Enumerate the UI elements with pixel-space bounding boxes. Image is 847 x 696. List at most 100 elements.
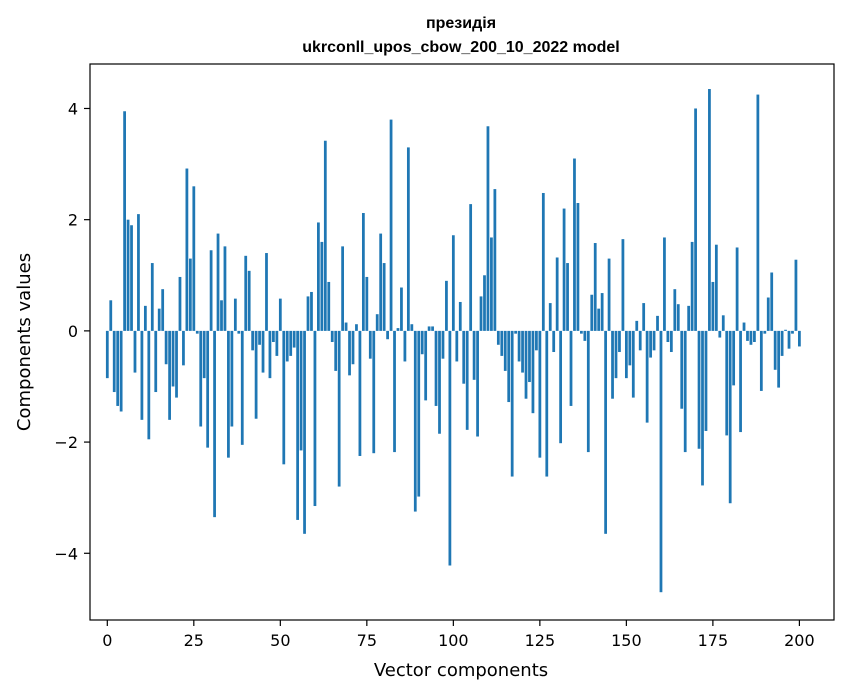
bar-193 [773,330,777,370]
bar-131 [559,330,563,444]
bar-55 [296,330,300,520]
x-tick-label-200: 200 [784,631,815,650]
bar-79 [379,233,383,331]
bar-34 [223,246,227,331]
bar-60 [313,330,317,507]
y-tick-label-2: 2 [68,211,78,230]
bar-36 [230,330,234,427]
bar-9 [137,214,140,331]
bar-165 [676,304,680,331]
bar-167 [683,330,687,453]
bar-151 [628,330,632,366]
bar-182 [735,247,739,331]
bar-185 [746,330,749,341]
bar-20 [175,330,178,398]
bar-171 [697,330,701,449]
bar-21 [178,276,182,331]
bar-62 [320,241,324,331]
bar-25 [192,186,196,331]
bar-158 [652,330,656,351]
bar-26 [195,330,199,334]
bar-105 [469,204,473,331]
bar-54 [292,330,296,348]
bar-149 [621,239,625,331]
bar-172 [701,330,704,486]
chart-title-line2: ukrconll_upos_cbow_200_10_2022 model [302,39,619,56]
bar-27 [199,330,203,427]
bar-164 [673,289,677,331]
bar-163 [669,330,673,353]
bar-43 [254,330,258,419]
bar-59 [310,291,313,331]
y-tick-label-4: 4 [68,99,78,118]
bar-57 [303,330,306,534]
bar-15 [157,308,161,331]
bar-31 [213,330,216,518]
bar-119 [517,330,521,362]
bar-63 [323,140,327,331]
bar-95 [434,330,438,406]
bar-56 [299,330,303,451]
bar-192 [770,272,774,331]
bar-10 [140,330,144,420]
bar-85 [400,287,403,331]
bar-30 [209,250,213,331]
bar-173 [704,330,708,431]
bar-71 [351,330,355,365]
y-tick-label--4: −4 [54,544,78,563]
bar-35 [227,330,230,458]
bar-78 [375,314,379,331]
bar-168 [687,305,691,331]
x-axis-label: Vector components [374,660,548,681]
bar-6 [126,219,130,331]
bar-41 [247,270,251,331]
bar-13 [150,263,154,331]
bar-87 [406,147,410,331]
bar-117 [510,330,514,477]
bar-145 [607,258,611,331]
bar-194 [777,330,781,388]
bar-75 [365,276,369,331]
bar-23 [185,168,189,331]
bar-28 [202,330,206,379]
bar-67 [337,330,341,487]
bar-16 [161,289,165,331]
bar-0 [105,330,109,379]
bar-160 [659,330,663,593]
bar-138 [583,330,587,341]
bar-106 [472,330,476,380]
bar-46 [265,253,268,331]
bar-5 [123,111,126,331]
x-tick-label-50: 50 [270,631,290,650]
bar-53 [289,330,293,356]
x-tick-label-150: 150 [611,631,642,650]
bar-169 [690,241,694,331]
bar-190 [763,330,767,334]
bar-48 [272,330,275,342]
bar-80 [382,263,386,331]
bar-166 [680,330,684,409]
bar-200 [798,330,801,347]
bar-135 [573,158,576,331]
bar-136 [576,203,580,331]
bar-33 [220,300,223,331]
bar-130 [555,257,559,331]
bar-83 [393,330,396,453]
bar-179 [725,330,729,436]
bar-116 [507,330,511,403]
bar-124 [535,330,538,351]
bar-103 [462,330,466,384]
bar-89 [413,330,417,512]
bar-19 [171,330,175,387]
bar-113 [496,330,500,345]
bar-150 [624,330,628,379]
bar-92 [424,330,428,401]
bar-153 [635,320,639,331]
bar-197 [787,330,791,349]
bar-152 [631,330,635,398]
bar-3 [116,330,120,406]
bar-12 [147,330,151,440]
bar-58 [306,296,310,331]
bar-2 [112,330,116,393]
plot-frame [89,63,835,621]
